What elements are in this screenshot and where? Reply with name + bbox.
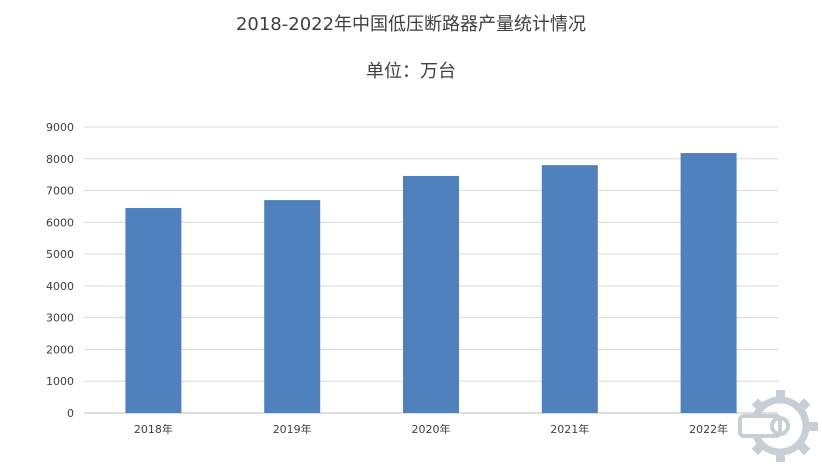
y-tick-label: 1000 xyxy=(46,375,74,388)
bar xyxy=(680,153,737,413)
y-tick-label: 8000 xyxy=(46,153,74,166)
chart-subtitle: 单位：万台 xyxy=(366,61,456,82)
x-tick-label: 2020年 xyxy=(412,422,451,436)
bar xyxy=(403,175,459,413)
x-tick-label: 2018年 xyxy=(134,422,173,436)
y-tick-label: 5000 xyxy=(46,248,74,261)
bar xyxy=(264,200,321,413)
y-tick-label: 0 xyxy=(67,407,74,420)
chart-title: 2018-2022年中国低压断路器产量统计情况 xyxy=(235,14,587,35)
y-tick-label: 6000 xyxy=(46,216,74,229)
y-tick-label: 7000 xyxy=(46,185,74,198)
y-tick-label: 4000 xyxy=(46,280,74,293)
y-tick-label: 3000 xyxy=(46,312,74,325)
x-tick-label: 2019年 xyxy=(273,422,312,436)
bar xyxy=(125,208,182,413)
y-tick-label: 9000 xyxy=(46,121,74,134)
y-tick-label: 2000 xyxy=(46,343,74,356)
bar xyxy=(541,165,598,413)
gear-logo-icon xyxy=(738,390,818,462)
x-tick-label: 2022年 xyxy=(689,422,728,436)
x-tick-label: 2021年 xyxy=(550,422,589,436)
